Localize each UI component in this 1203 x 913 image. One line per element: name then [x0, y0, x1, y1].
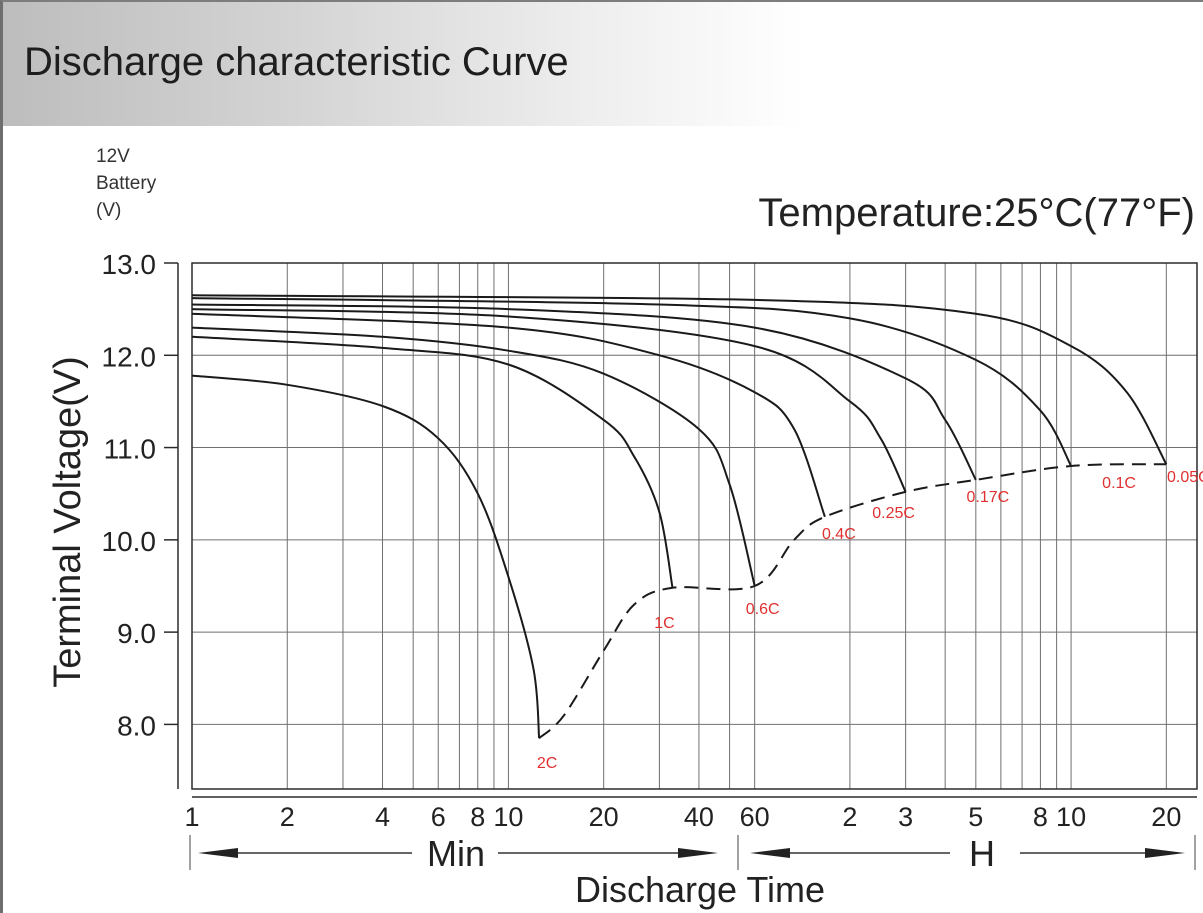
battery-label: Battery: [96, 173, 157, 194]
discharge-curve-0_25C: [191, 308, 907, 493]
x-tick-label-h: 5: [968, 802, 983, 832]
discharge-curve-1C: [191, 335, 674, 588]
x-tick-label-h: 2: [842, 802, 857, 832]
x-tick-label-min: 20: [589, 802, 619, 832]
discharge-curve-0_6C: [191, 326, 756, 587]
unit-min-label: Min: [427, 833, 485, 874]
series-label: 0.17C: [966, 489, 1009, 506]
y-axis-title: Terminal Voltage(V): [47, 356, 89, 688]
x-tick-label-min: 8: [470, 802, 485, 832]
battery-label: (V): [96, 200, 121, 221]
arrow-left-icon: [198, 848, 238, 858]
y-tick-label: 9.0: [117, 618, 156, 649]
discharge-curve-0_1C: [191, 297, 1072, 467]
page-title: Discharge characteristic Curve: [24, 40, 569, 84]
header-band: [3, 2, 803, 126]
series-label: 0.05C: [1167, 469, 1203, 486]
cutoff-voltage-curve: [538, 463, 1167, 739]
discharge-curve-0_17C: [191, 303, 977, 481]
x-tick-label-min: 1: [184, 802, 199, 832]
discharge-curve-0_4C: [191, 312, 826, 518]
y-tick-label: 13.0: [102, 249, 157, 280]
y-tick-label: 8.0: [117, 710, 156, 741]
arrow-left-icon: [750, 848, 790, 858]
x-axis-title: Discharge Time: [575, 869, 825, 910]
series-label: 0.1C: [1102, 475, 1136, 492]
series-label: 2C: [537, 755, 557, 772]
x-tick-label-min: 10: [493, 802, 523, 832]
y-tick-label: 11.0: [104, 434, 156, 465]
plot-border: [191, 262, 1198, 790]
x-tick-label-h: 20: [1151, 802, 1181, 832]
x-tick-label-h: 3: [898, 802, 913, 832]
series-label: 0.6C: [746, 601, 780, 618]
series-label: 1C: [654, 615, 674, 632]
arrow-right-icon: [1145, 848, 1185, 858]
y-tick-label: 12.0: [102, 341, 157, 372]
arrow-right-icon: [678, 848, 718, 858]
temperature-label: Temperature:25°C(77°F): [758, 191, 1195, 235]
x-tick-label-min: 6: [431, 802, 446, 832]
series-label: 0.25C: [872, 505, 915, 522]
discharge-curve-0_05C: [191, 294, 1168, 465]
y-tick-label: 10.0: [102, 526, 157, 557]
x-tick-label-min: 40: [684, 802, 714, 832]
discharge-curve-2C: [191, 374, 541, 739]
x-tick-label-h: 10: [1056, 802, 1086, 832]
x-tick-label-min: 60: [740, 802, 770, 832]
unit-h-label: H: [969, 833, 995, 874]
battery-label: 12V: [96, 146, 130, 167]
x-tick-label-h: 8: [1033, 802, 1048, 832]
x-tick-label-min: 4: [375, 802, 390, 832]
x-tick-label-min: 2: [280, 802, 295, 832]
series-label: 0.4C: [822, 526, 856, 543]
